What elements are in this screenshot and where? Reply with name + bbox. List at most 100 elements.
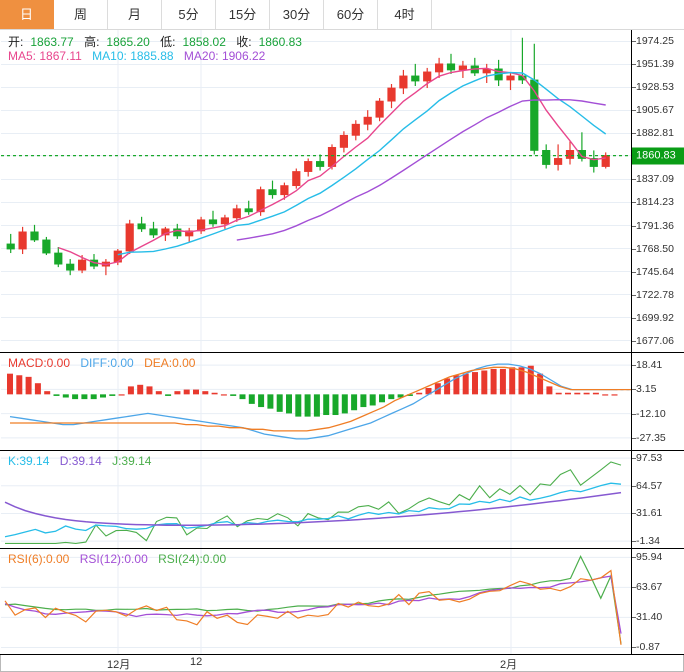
axis-tick-mark: [632, 389, 636, 391]
d-value: D:39.14: [59, 454, 102, 468]
axis-tick-mark: [632, 87, 636, 89]
macd-axis: 18.41 3.15 -12.10 -27.35: [631, 353, 684, 450]
high-label: 高:: [84, 35, 100, 49]
axis-tick-label: 1882.81: [636, 127, 674, 140]
close-value: 1860.83: [258, 35, 302, 49]
axis-tick-label: 95.94: [636, 551, 663, 564]
axis-tick-mark: [632, 225, 636, 227]
ma-legend: MA5: 1867.11 MA10: 1885.88 MA20: 1906.22: [8, 49, 272, 63]
ma20-value: MA20: 1906.22: [183, 49, 266, 63]
axis-tick-label: 1814.23: [636, 196, 674, 209]
axis-tick-mark: [632, 41, 636, 43]
period-tab-6[interactable]: 60分: [324, 0, 378, 29]
axis-tick-label: 1974.25: [636, 35, 674, 48]
open-value: 1863.77: [30, 35, 74, 49]
axis-tick-label: 1768.50: [636, 242, 674, 255]
panel-separator-3: [0, 548, 684, 549]
axis-tick-label: 1745.64: [636, 265, 674, 278]
k-value: K:39.14: [8, 454, 50, 468]
axis-tick-mark: [632, 64, 636, 66]
panel-separator-2: [0, 450, 684, 451]
x-axis-tick-label-0: 12月: [107, 659, 131, 671]
ma10-value: MA10: 1885.88: [92, 49, 174, 63]
axis-tick-mark: [632, 110, 636, 112]
axis-tick-label: 1699.92: [636, 311, 674, 324]
rsi24-value: RSI(24):0.00: [158, 552, 227, 566]
panel-separator-4: [0, 654, 684, 655]
period-tab-3[interactable]: 5分: [162, 0, 216, 29]
axis-tick-mark: [632, 133, 636, 135]
axis-tick-label: 1928.53: [636, 81, 674, 94]
kdj-panel: 97.53 64.57 31.61 -1.34 K:39.14 D:39.14 J:3…: [0, 451, 684, 548]
current-price-badge: 1860.83: [632, 147, 684, 165]
rsi12-value: RSI(12):0.00: [79, 552, 148, 566]
axis-tick-label: -27.35: [636, 431, 666, 444]
axis-tick-mark: [632, 294, 636, 296]
axis-tick-label: 97.53: [636, 452, 663, 465]
macd-plot[interactable]: [1, 353, 631, 450]
axis-tick-label: 63.67: [636, 581, 663, 594]
period-tab-4[interactable]: 15分: [216, 0, 270, 29]
panel-separator-1: [0, 352, 684, 353]
axis-tick-label: 1837.09: [636, 173, 674, 186]
axis-tick-mark: [632, 485, 636, 487]
period-tab-5[interactable]: 30分: [270, 0, 324, 29]
axis-tick-mark: [632, 513, 636, 515]
macd-value: MACD:0.00: [8, 356, 71, 370]
open-label: 开:: [8, 35, 24, 49]
rsi6-value: RSI(6):0.00: [8, 552, 70, 566]
macd-legend: MACD:0.00 DIFF:0.00 DEA:0.00: [8, 356, 202, 370]
axis-tick-label: 31.40: [636, 611, 663, 624]
price-plot[interactable]: [1, 30, 631, 352]
period-tab-1[interactable]: 周: [54, 0, 108, 29]
axis-tick-mark: [632, 458, 636, 460]
axis-tick-label: 18.41: [636, 359, 663, 372]
tab-bar-filler: [432, 0, 684, 29]
axis-tick-label: 31.61: [636, 507, 663, 520]
rsi-legend: RSI(6):0.00 RSI(12):0.00 RSI(24):0.00: [8, 552, 233, 566]
axis-tick-mark: [632, 557, 636, 559]
rsi-axis: 95.94 63.67 31.40 -0.87: [631, 549, 684, 655]
axis-tick-mark: [632, 413, 636, 415]
axis-tick-mark: [632, 317, 636, 319]
price-axis: 1974.25 1951.39 1928.53 1905.67 1882.81 1860.…: [631, 30, 684, 352]
axis-tick-label: -12.10: [636, 407, 666, 420]
axis-tick-label: -1.34: [636, 535, 660, 548]
close-label: 收:: [236, 35, 252, 49]
axis-tick-label: 1905.67: [636, 104, 674, 117]
diff-value: DIFF:0.00: [80, 356, 134, 370]
axis-tick-label: -0.87: [636, 641, 660, 654]
axis-tick-mark: [632, 587, 636, 589]
axis-tick-label: 1951.39: [636, 58, 674, 71]
j-value: J:39.14: [112, 454, 152, 468]
ohlc-legend: 开: 1863.77 高: 1865.20 低: 1858.02 收: 1860.83: [8, 33, 309, 50]
period-tab-7[interactable]: 4时: [378, 0, 432, 29]
axis-tick-mark: [632, 271, 636, 273]
axis-tick-mark: [632, 541, 636, 543]
period-tab-bar: 日周月 5分 15分 30分 60分 4时: [0, 0, 684, 30]
low-value: 1858.02: [182, 35, 226, 49]
dea-value: DEA:0.00: [144, 356, 196, 370]
rsi-panel: 95.94 63.67 31.40 -0.87 RSI(6):0.00 RSI(12)…: [0, 549, 684, 655]
low-label: 低:: [160, 35, 176, 49]
axis-tick-mark: [632, 365, 636, 367]
price-panel: 1974.25 1951.39 1928.53 1905.67 1882.81 1860.…: [0, 30, 684, 352]
kdj-plot[interactable]: [1, 451, 631, 548]
axis-tick-mark: [632, 647, 636, 649]
high-value: 1865.20: [106, 35, 150, 49]
period-tab-0[interactable]: 日: [0, 0, 54, 29]
x-axis-tick-label-2: 2月: [500, 659, 518, 671]
x-axis-tick-label-1: 12: [190, 656, 203, 668]
kdj-legend: K:39.14 D:39.14 J:39.14: [8, 454, 158, 468]
axis-tick-label: 3.15: [636, 383, 657, 396]
axis-tick-mark: [632, 617, 636, 619]
axis-tick-mark: [632, 340, 636, 342]
x-axis: 12月 12 2月: [0, 655, 684, 672]
period-tab-2[interactable]: 月: [108, 0, 162, 29]
kdj-axis: 97.53 64.57 31.61 -1.34: [631, 451, 684, 548]
rsi-plot[interactable]: [1, 549, 631, 655]
axis-tick-mark: [632, 248, 636, 250]
ma5-value: MA5: 1867.11: [8, 49, 82, 63]
axis-tick-label: 1791.36: [636, 219, 674, 232]
